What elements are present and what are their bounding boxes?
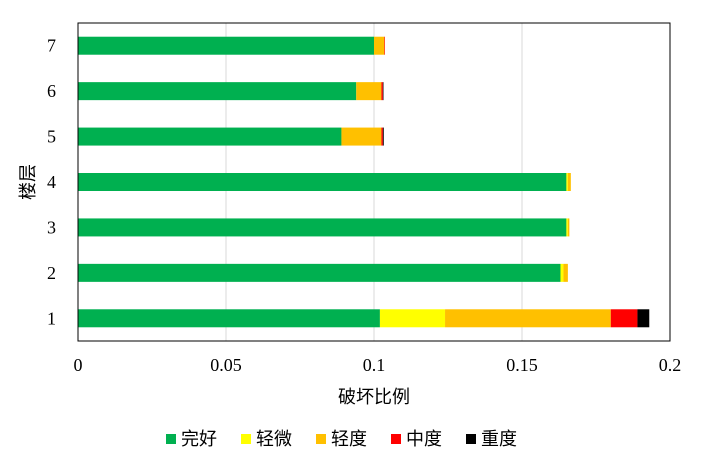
bar-segment [610, 309, 638, 328]
y-tick-label: 6 [47, 81, 56, 101]
bar-segment [78, 36, 374, 55]
y-tick-label: 4 [47, 172, 56, 192]
plot-area-frame [77, 22, 671, 342]
x-tick-label: 0.05 [210, 355, 242, 375]
bar-segment [567, 173, 571, 191]
legend-swatch [241, 434, 251, 444]
bar-segment [560, 263, 564, 282]
y-axis-title: 楼层 [18, 164, 39, 200]
bars [78, 36, 650, 328]
bar-segment [78, 309, 380, 328]
y-tick-label: 7 [47, 36, 56, 56]
legend-swatch [391, 434, 401, 444]
bar-segment [563, 263, 568, 282]
legend-swatch [316, 434, 326, 444]
y-axis-ticks: 1 2 3 4 5 6 7 [47, 36, 56, 329]
legend-swatch [166, 434, 176, 444]
legend-label: 中度 [406, 429, 442, 450]
bar-segment [374, 36, 385, 55]
bar-segment [78, 218, 567, 237]
bar-segment [566, 218, 568, 237]
legend: 完好 轻微 轻度 中度 重度 [166, 429, 517, 450]
x-axis-title: 破坏比例 [338, 387, 410, 408]
legend-label: 轻微 [256, 429, 292, 450]
y-tick-label: 1 [47, 308, 56, 328]
bar-segment [637, 309, 650, 328]
x-tick-label: 0 [74, 355, 83, 375]
bar-segment [78, 173, 567, 191]
x-axis-ticks: 0 0.05 0.1 0.15 0.2 [74, 355, 682, 375]
bar-segment [445, 309, 611, 328]
bar-segment [78, 82, 357, 101]
bar-segment [384, 36, 385, 55]
bar-segment [382, 82, 384, 101]
bar-segment [567, 218, 570, 237]
y-tick-label: 2 [47, 263, 56, 283]
bar-segment [382, 127, 384, 146]
bar-segment [356, 82, 382, 101]
bar-segment [78, 127, 342, 146]
y-tick-label: 5 [47, 127, 56, 147]
bar-segment [379, 309, 446, 328]
bar-segment [566, 173, 568, 191]
x-tick-label: 0.2 [659, 355, 682, 375]
legend-label: 重度 [481, 429, 517, 450]
bar-segment [341, 127, 382, 146]
bar-segment [381, 82, 383, 101]
legend-label: 轻度 [331, 429, 367, 450]
legend-swatch [466, 434, 476, 444]
y-tick-label: 3 [47, 217, 56, 237]
x-tick-label: 0.1 [363, 355, 386, 375]
bar-segment [381, 127, 383, 146]
x-tick-label: 0.15 [506, 355, 538, 375]
legend-label: 完好 [181, 429, 217, 450]
bar-segment [78, 263, 561, 282]
